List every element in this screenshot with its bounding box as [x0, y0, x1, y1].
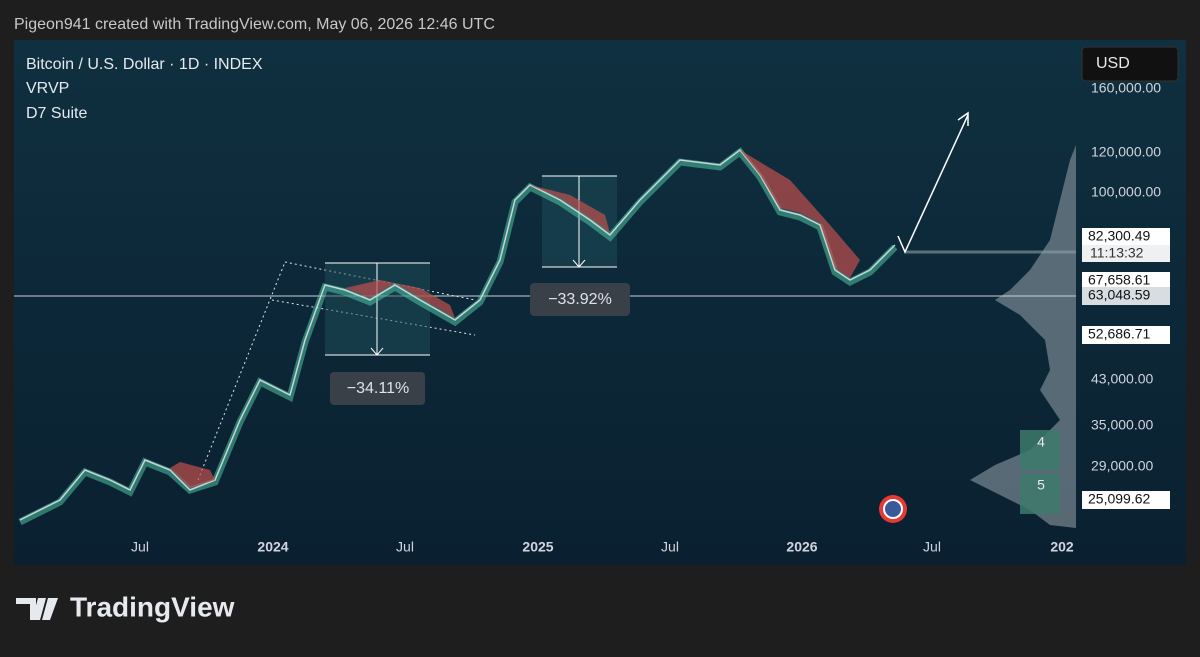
price-axis-label: 120,000.00	[1091, 144, 1161, 160]
time-axis-label: 2025	[522, 539, 553, 555]
time-axis-label: Jul	[923, 539, 941, 555]
price-label-box	[1082, 272, 1170, 290]
price-label-box	[1082, 326, 1170, 344]
price-line	[19, 148, 896, 521]
price-band	[18, 147, 898, 526]
annotation: −34.11%	[347, 380, 409, 397]
price-axis-label: 160,000.00	[1091, 80, 1161, 96]
time-axis-label: 2024	[257, 539, 288, 555]
price-label: 25,099.62	[1088, 491, 1150, 507]
time-axis-label: Jul	[131, 539, 149, 555]
measure-box: −34.11%	[325, 262, 430, 405]
price-label: 67,658.61	[1088, 272, 1150, 288]
event-flag[interactable]	[883, 499, 903, 519]
bearish-segments	[170, 150, 860, 488]
price-label-box	[1082, 287, 1170, 305]
time-axis-label: 2026	[786, 539, 817, 555]
price-label: 63,048.59	[1088, 287, 1150, 303]
marker-label: 4	[1037, 434, 1045, 450]
marker-box	[1020, 474, 1060, 514]
marker-label: 5	[1037, 477, 1045, 493]
annotation: −33.92%	[548, 291, 612, 308]
price-axis-label: 29,000.00	[1091, 458, 1153, 474]
time-axis-label: Jul	[661, 539, 679, 555]
time-axis-label: Jul	[396, 539, 414, 555]
countdown: 11:13:32	[1090, 245, 1144, 261]
projection-arrow	[897, 114, 969, 254]
price-axis-label: 100,000.00	[1091, 184, 1161, 200]
axes: 160,000.00 120,000.00 100,000.00 43,000.00 3…	[131, 80, 1170, 555]
legend-indicator: VRVP	[26, 80, 69, 97]
countdown-box	[1082, 245, 1170, 262]
brand-logo	[16, 598, 58, 620]
legend-indicator: D7 Suite	[26, 105, 87, 122]
brand-name: TradingView	[70, 591, 235, 622]
price-label: 82,300.49	[1088, 228, 1150, 244]
arrow-head	[957, 111, 969, 126]
marker-box	[1020, 430, 1060, 470]
header-text: Pigeon941 created with TradingView.com, …	[14, 16, 495, 33]
price-axis-label: 35,000.00	[1091, 417, 1153, 433]
currency-label[interactable]: USD	[1096, 55, 1130, 72]
legend-symbol: Bitcoin / U.S. Dollar · 1D · INDEX	[26, 56, 263, 73]
time-axis-label: 202	[1050, 539, 1074, 555]
price-axis-label: 43,000.00	[1091, 371, 1153, 387]
price-label: 52,686.71	[1088, 326, 1150, 342]
price-label-box	[1082, 491, 1170, 509]
price-label-box	[1082, 228, 1170, 246]
currency-button[interactable]	[1081, 46, 1179, 82]
